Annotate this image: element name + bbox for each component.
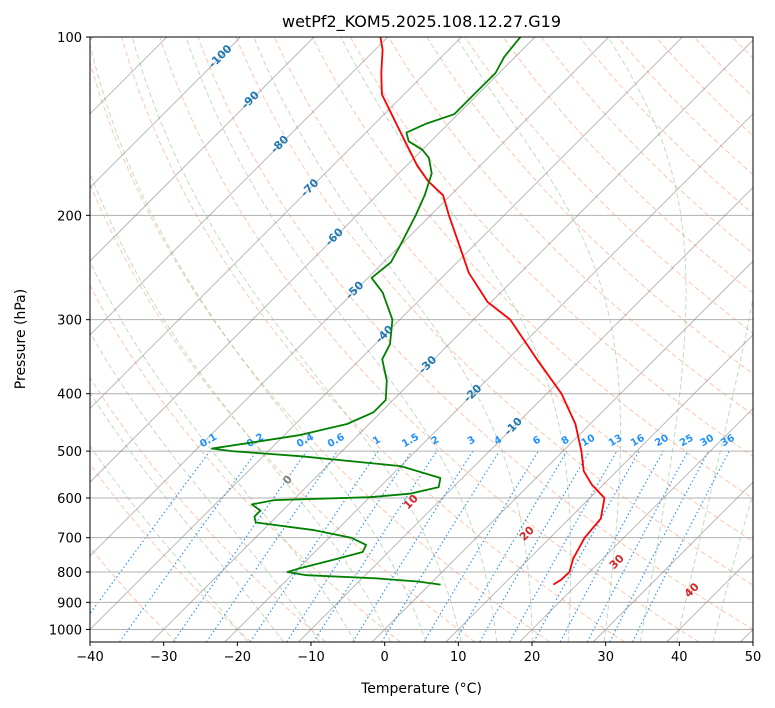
x-axis-label: Temperature (°C) xyxy=(360,681,482,697)
dry-adiabat-line xyxy=(235,37,753,586)
isotherm-line xyxy=(592,481,753,642)
y-tick-label: 600 xyxy=(57,492,82,507)
isotherm-line xyxy=(519,407,753,642)
x-tick-label: 50 xyxy=(745,650,762,665)
isotherm-line xyxy=(224,113,753,642)
y-tick-label: 900 xyxy=(57,596,82,611)
moist-adiabat-line xyxy=(90,331,320,642)
moist-adiabat-line xyxy=(676,296,753,642)
x-tick-label: 10 xyxy=(450,650,467,665)
mixing-ratio-line xyxy=(381,450,500,642)
x-tick-label: −40 xyxy=(76,650,103,665)
mixing-ratio-line xyxy=(632,450,730,642)
moist-adiabat-line xyxy=(712,491,753,642)
mixing-ratio-label: 1 xyxy=(371,434,383,447)
mixing-ratio-line xyxy=(286,450,413,642)
dry-adiabat-line xyxy=(502,37,753,294)
axes: −40 −30 −20 −10 0 10 20 30 40 50 100 200 300 400 500 60… xyxy=(49,31,761,665)
isotherm-line xyxy=(150,39,753,642)
moist-adiabat-line xyxy=(185,37,498,642)
mixing-ratio-line xyxy=(205,450,338,642)
moist-adiabat-line xyxy=(90,445,248,642)
mixing-ratio-label: 8 xyxy=(560,434,572,447)
isotherm-line xyxy=(90,37,610,557)
mixing-ratio-line xyxy=(90,450,211,615)
dry-adiabat-line xyxy=(90,60,551,642)
dry-adiabat-line xyxy=(197,37,753,631)
isotherm-line xyxy=(445,334,753,642)
x-tick-label: 30 xyxy=(597,650,614,665)
x-tick-label: −30 xyxy=(150,650,177,665)
temperature-profile xyxy=(379,37,606,586)
moist-adiabats xyxy=(90,37,753,642)
sounding-series xyxy=(211,37,606,586)
pressure-gridlines xyxy=(90,37,753,630)
x-tick-label: −10 xyxy=(297,650,324,665)
isotherm-line xyxy=(90,37,536,483)
plot-frame xyxy=(89,36,754,643)
dry-adiabat-line xyxy=(90,182,476,642)
y-axis-label: Pressure (hPa) xyxy=(13,289,29,389)
isotherm-line xyxy=(298,186,753,642)
y-tick-label: 800 xyxy=(57,566,82,581)
mixing-ratio-lines xyxy=(90,450,730,642)
mixing-ratio-line xyxy=(533,450,640,642)
dry-adiabat-line xyxy=(464,37,753,334)
x-tick-label: 0 xyxy=(381,650,389,665)
moist-adiabat-line xyxy=(131,37,462,642)
y-tick-label: 300 xyxy=(57,314,82,329)
x-tick-label: −20 xyxy=(224,650,251,665)
moist-adiabat-line xyxy=(90,42,427,642)
mixing-ratio-line xyxy=(509,450,618,642)
mixing-ratio-label: 6 xyxy=(531,434,543,447)
dry-adiabat-line xyxy=(350,37,753,457)
moist-adiabat-line xyxy=(607,37,687,642)
dry-adiabat-line xyxy=(311,37,753,500)
x-tick-label: 40 xyxy=(671,650,688,665)
mixing-ratio-line xyxy=(313,450,438,642)
dry-adiabat-line xyxy=(388,37,753,416)
chart-title: wetPf2_KOM5.2025.108.12.27.G19 xyxy=(282,12,561,32)
dry-adiabat-line xyxy=(273,37,753,543)
moist-adiabat-line xyxy=(340,37,572,642)
mixing-ratio-line xyxy=(352,450,474,642)
dry-adiabat-line xyxy=(655,37,753,137)
isotherm-line xyxy=(90,37,683,631)
isotherm-line xyxy=(90,37,241,189)
moist-adiabat-line xyxy=(253,37,533,642)
dry-adiabats xyxy=(90,37,753,642)
mixing-ratio-line xyxy=(249,450,379,642)
dry-adiabat-line xyxy=(159,37,700,642)
mixing-ratio-line xyxy=(119,450,258,642)
dry-adiabat-line xyxy=(579,37,753,215)
y-tick-label: 400 xyxy=(57,388,82,403)
moist-adiabat-line xyxy=(90,172,392,642)
mixing-ratio-label: 2 xyxy=(430,434,442,447)
y-tick-label: 1000 xyxy=(49,623,82,638)
y-tick-label: 500 xyxy=(57,445,82,460)
mixing-ratio-label: 3 xyxy=(466,434,478,447)
mixing-ratio-label: 4 xyxy=(492,434,504,447)
isotherm-line xyxy=(371,260,753,642)
dry-adiabat-line xyxy=(90,284,401,642)
x-tick-label: 20 xyxy=(524,650,541,665)
isotherm-line xyxy=(90,37,315,262)
isotherm-line xyxy=(90,37,462,410)
mixing-ratio-line xyxy=(172,450,308,642)
moist-adiabat-line xyxy=(90,260,356,642)
y-tick-label: 700 xyxy=(57,532,82,547)
isotherm-line xyxy=(90,37,389,336)
y-tick-label: 200 xyxy=(57,209,82,224)
dewpoint-profile xyxy=(211,37,522,586)
isotherms xyxy=(90,37,753,642)
mixing-ratio-line xyxy=(559,450,664,642)
dry-adiabat-line xyxy=(426,37,753,375)
y-tick-label: 100 xyxy=(57,31,82,46)
dry-adiabat-line xyxy=(90,376,327,642)
